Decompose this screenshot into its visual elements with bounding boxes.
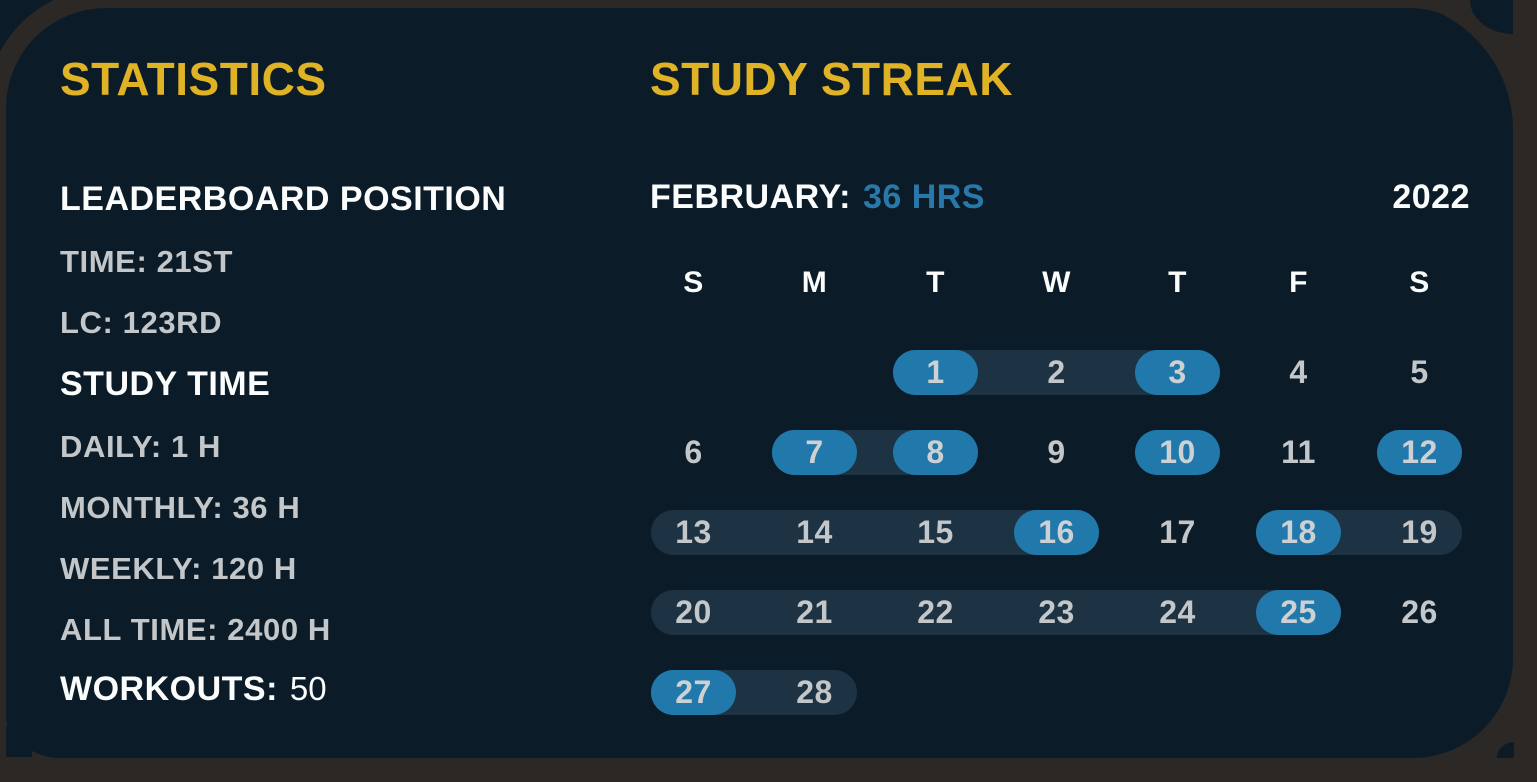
calendar-day[interactable]: 24 <box>1159 594 1196 630</box>
calendar-day[interactable]: 23 <box>1038 594 1075 630</box>
calendar-day-highlighted[interactable]: 27 <box>651 670 736 715</box>
calendar-week-row: 20 21 22 23 24 25 26 <box>633 590 1480 635</box>
corner-accent-bottom-right <box>1497 742 1514 758</box>
leaderboard-time-rank: TIME: 21ST <box>60 244 234 279</box>
study-time-heading: STUDY TIME <box>60 365 271 403</box>
calendar-day[interactable]: 26 <box>1401 594 1438 630</box>
calendar-day-highlighted[interactable]: 16 <box>1014 510 1099 555</box>
weekday-header: F <box>1289 266 1308 299</box>
month-hours-value: 36 HRS <box>862 178 985 216</box>
calendar-day-highlighted[interactable]: 25 <box>1256 590 1341 635</box>
calendar-day[interactable]: 21 <box>796 594 833 630</box>
weekday-header: W <box>1042 266 1071 299</box>
calendar-day-highlighted[interactable]: 1 <box>893 350 978 395</box>
calendar-day[interactable]: 5 <box>1410 354 1429 390</box>
calendar-day[interactable]: 4 <box>1289 354 1308 390</box>
calendar-day[interactable]: 22 <box>917 594 954 630</box>
calendar-day-highlighted[interactable]: 12 <box>1377 430 1462 475</box>
calendar-day[interactable]: 15 <box>917 514 954 550</box>
calendar-day-highlighted[interactable]: 8 <box>893 430 978 475</box>
year-label: 2022 <box>1392 178 1470 216</box>
workouts-value: 50 <box>289 670 327 707</box>
study-time-alltime: ALL TIME: 2400 H <box>60 612 331 647</box>
calendar-week-row: 27 28 <box>633 670 1480 715</box>
leaderboard-lc-rank: LC: 123RD <box>60 305 223 340</box>
calendar-day-highlighted[interactable]: 18 <box>1256 510 1341 555</box>
statistics-panel: STATISTICS LEADERBOARD POSITION TIME: 21… <box>60 56 620 706</box>
study-time-monthly: MONTHLY: 36 H <box>60 490 301 525</box>
calendar-day[interactable]: 9 <box>1047 434 1066 470</box>
corner-accent-top-right <box>1470 0 1513 34</box>
leaderboard-heading: LEADERBOARD POSITION <box>60 180 507 218</box>
weekday-header: S <box>1409 266 1430 299</box>
weekday-header: M <box>801 266 828 299</box>
study-time-daily: DAILY: 1 H <box>60 429 222 464</box>
calendar-week-row: 1 2 3 4 5 <box>633 350 1480 395</box>
calendar-day[interactable]: 17 <box>1159 514 1196 550</box>
weekday-header: S <box>683 266 704 299</box>
weekday-header: T <box>1168 266 1187 299</box>
calendar-day[interactable]: 6 <box>684 434 703 470</box>
month-summary-row: FEBRUARY: 36 HRS 2022 <box>650 180 1470 214</box>
calendar-week-row: 6 7 8 9 10 11 12 <box>633 430 1480 475</box>
calendar-week-row: 13 14 15 16 17 18 19 <box>633 510 1480 555</box>
calendar-weeks: 1 2 3 4 5 6 7 8 9 10 11 12 13 14 15 16 17 18 19 20 21 22 23 24 2… <box>633 350 1480 715</box>
calendar-day[interactable]: 28 <box>796 674 833 710</box>
calendar-day[interactable]: 2 <box>1047 354 1066 390</box>
calendar-day[interactable]: 14 <box>796 514 833 550</box>
streak-range-pill <box>651 590 1341 635</box>
calendar-day-highlighted[interactable]: 7 <box>772 430 857 475</box>
study-time-weekly: WEEKLY: 120 H <box>60 551 297 586</box>
calendar-day[interactable]: 11 <box>1281 434 1316 470</box>
study-streak-title: STUDY STREAK <box>650 53 1013 105</box>
workouts-label: WORKOUTS: <box>60 670 278 708</box>
calendar-day[interactable]: 20 <box>675 594 712 630</box>
calendar-day[interactable]: 19 <box>1401 514 1438 550</box>
calendar-day-highlighted[interactable]: 10 <box>1135 430 1220 475</box>
statistics-title: STATISTICS <box>60 53 327 105</box>
weekday-header: T <box>926 266 945 299</box>
month-label: FEBRUARY: <box>650 178 851 216</box>
workouts-row: WORKOUTS: 50 <box>60 670 620 708</box>
calendar-day-highlighted[interactable]: 3 <box>1135 350 1220 395</box>
calendar-day[interactable]: 13 <box>675 514 712 550</box>
